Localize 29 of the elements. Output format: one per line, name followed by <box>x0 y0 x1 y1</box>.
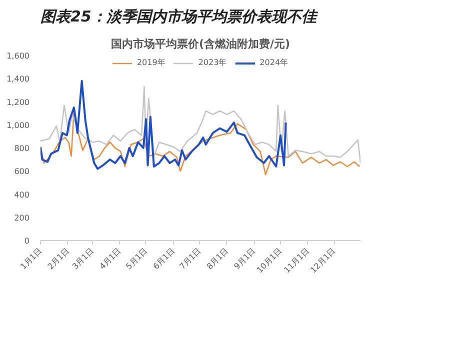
y-tick-label: 1,400 <box>6 74 30 84</box>
y-tick-label: 1,600 <box>6 52 30 60</box>
x-tick-label: 9月1日 <box>232 246 258 272</box>
x-tick-label: 2月1日 <box>46 246 71 272</box>
legend-label: 2023年 <box>198 57 227 68</box>
x-tick-label: 4月1日 <box>98 246 123 272</box>
x-tick-label: 11月1日 <box>282 246 311 275</box>
y-tick-label: 1,200 <box>6 98 30 107</box>
line-series <box>40 110 360 176</box>
y-tick-label: 200 <box>14 213 30 222</box>
legend-label: 2024年 <box>260 57 288 68</box>
y-tick-label: 600 <box>14 167 30 176</box>
y-tick-label: 800 <box>14 144 30 153</box>
x-tick-label: 5月1日 <box>124 246 150 272</box>
chart-subtitle: 国内市场平均票价(含燃油附加费/元) <box>110 38 290 50</box>
chart-title: 图表25：淡季国内市场平均票价表现不佳 <box>40 8 318 26</box>
x-tick-label: 6月1日 <box>152 246 176 272</box>
line-series <box>40 80 287 170</box>
legend-label: 2019年 <box>136 57 166 68</box>
y-tick-label: 0 <box>24 236 30 246</box>
y-tick-label: 400 <box>14 190 30 200</box>
x-tick-label: 8月1日 <box>205 246 230 272</box>
line-series <box>40 86 360 164</box>
x-tick-label: 1月1日 <box>18 246 44 272</box>
x-tick-label: 3月1日 <box>70 246 96 272</box>
x-tick-label: 7月1日 <box>178 246 203 272</box>
y-tick-label: 1,000 <box>6 120 30 130</box>
x-tick-label: 12月1日 <box>308 246 338 275</box>
x-tick-label: 10月1日 <box>255 246 284 275</box>
